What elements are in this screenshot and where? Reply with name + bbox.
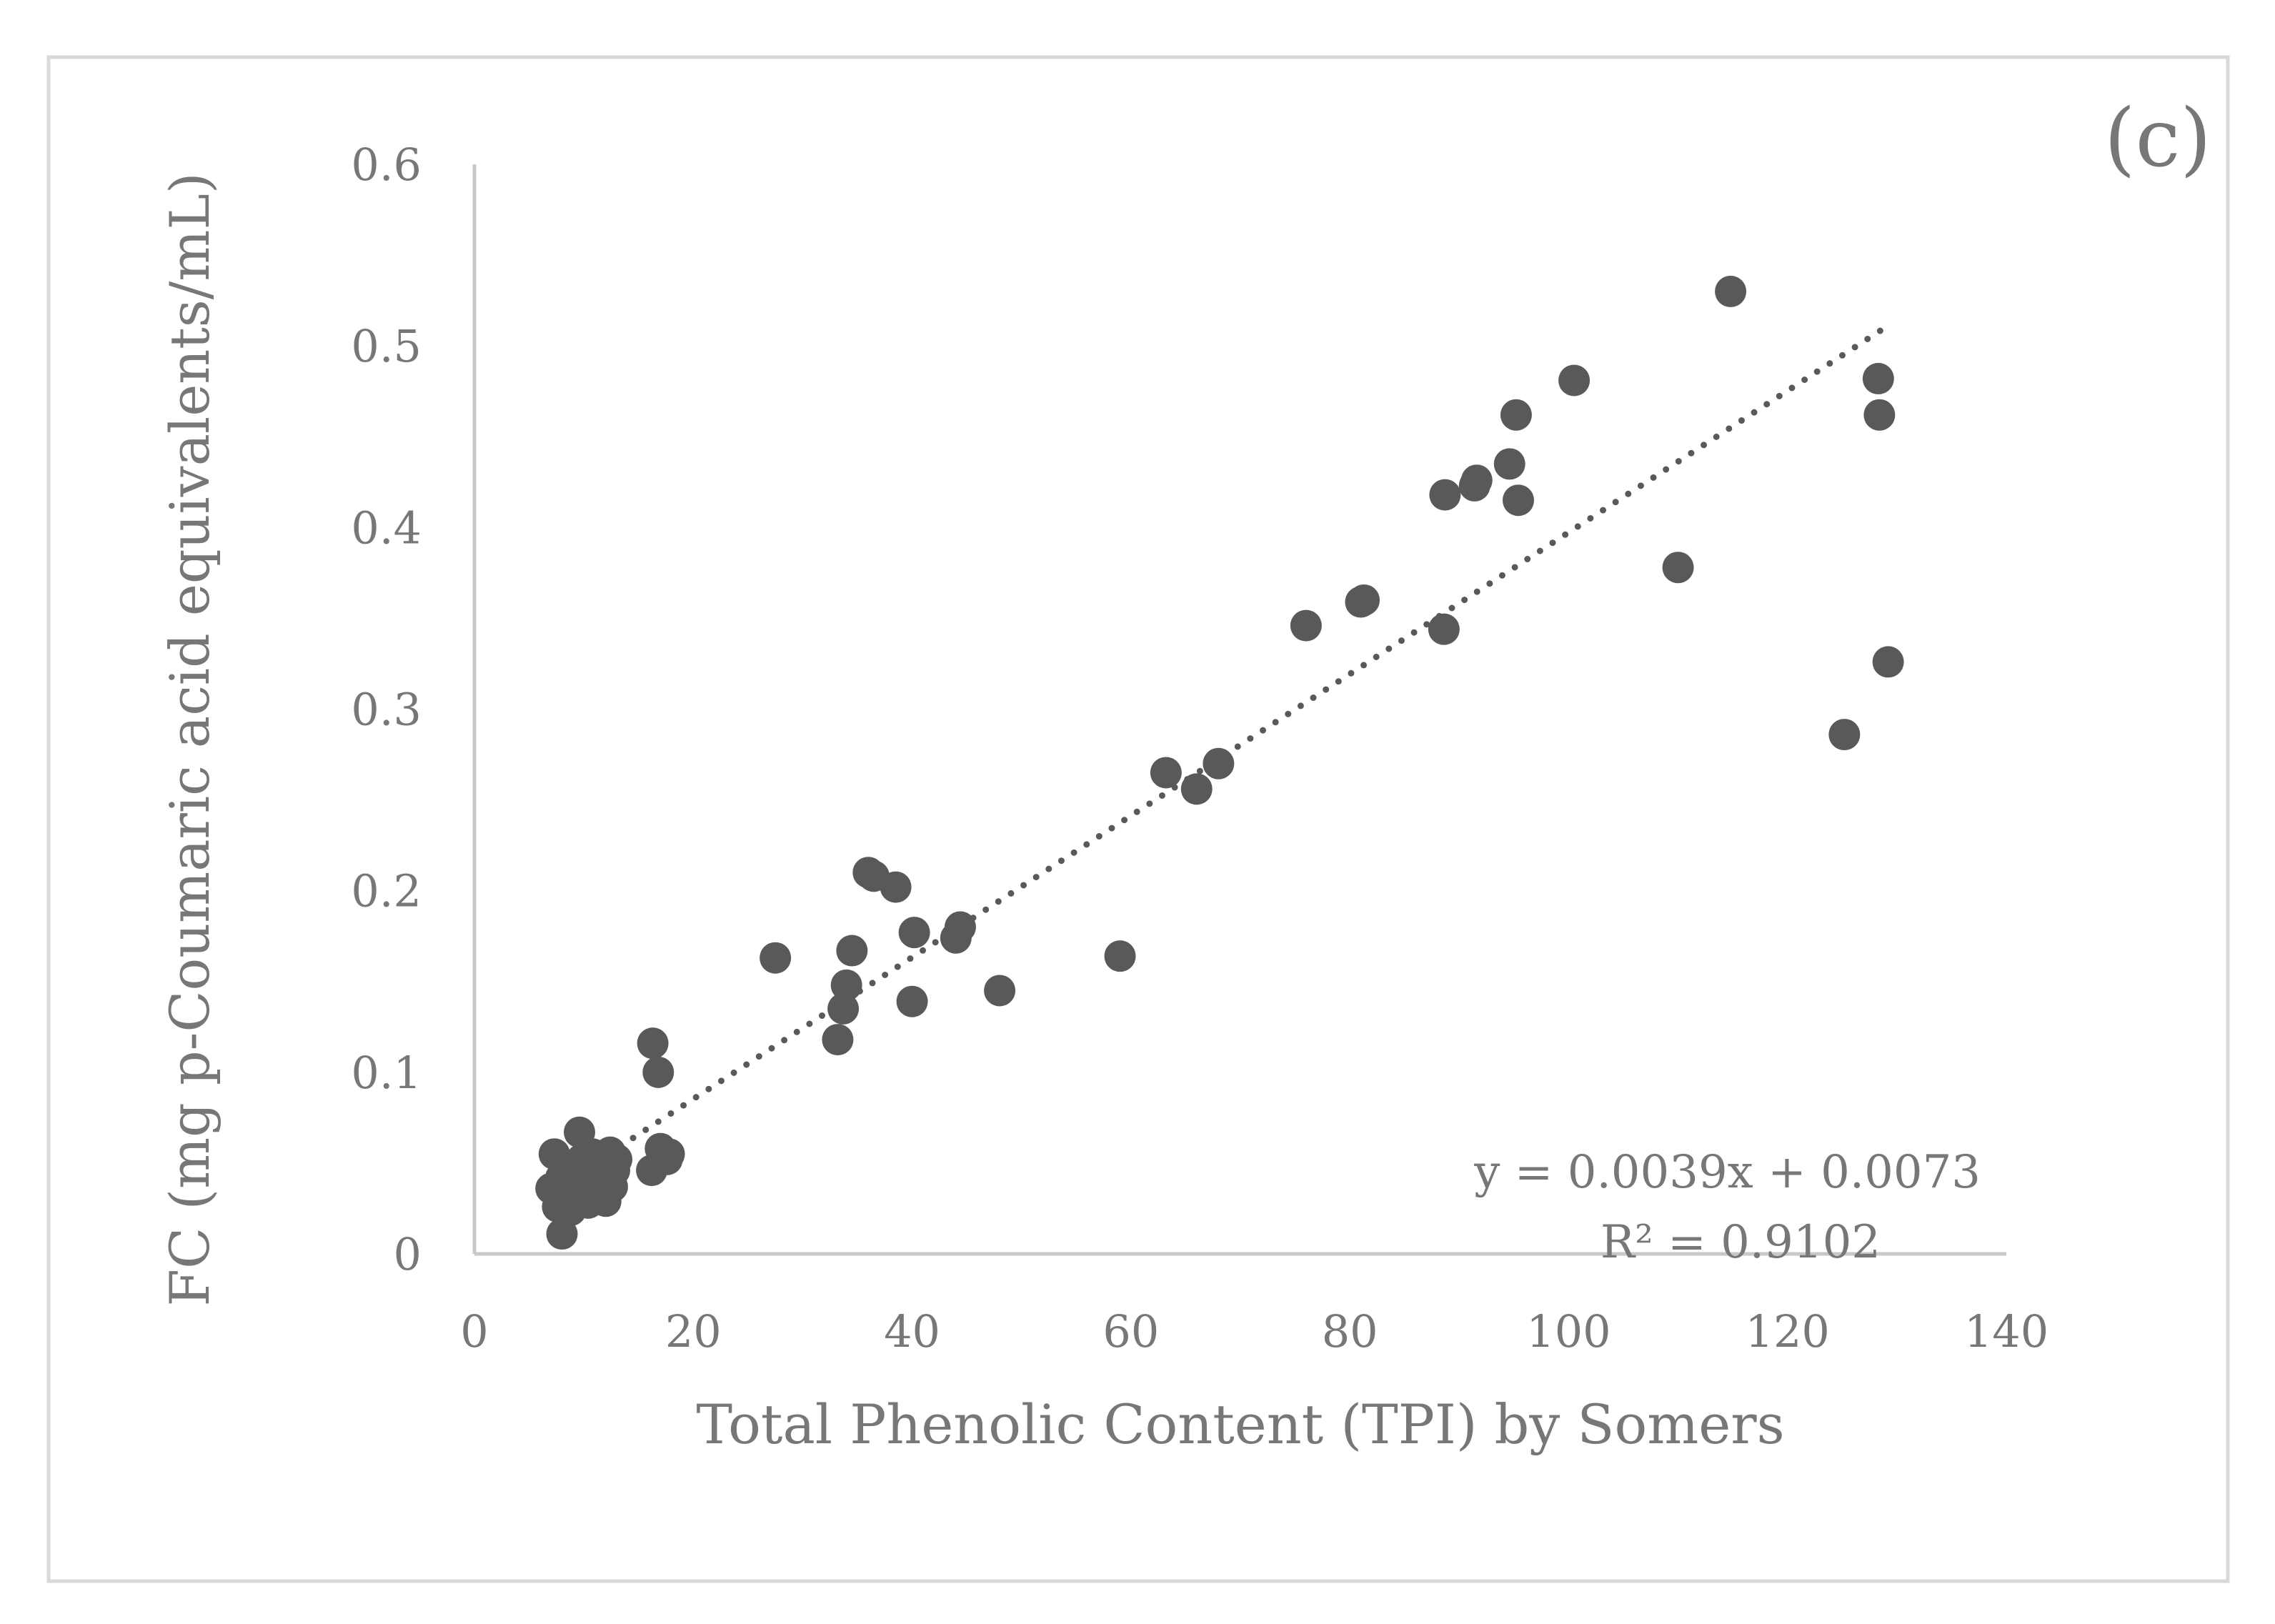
x-tick-label: 40 <box>884 1305 940 1358</box>
data-point <box>1872 646 1904 678</box>
data-point <box>1493 448 1525 480</box>
data-point <box>880 871 912 903</box>
data-point <box>601 1143 633 1175</box>
data-point <box>1662 552 1694 584</box>
data-point <box>830 969 862 1001</box>
y-axis-title: FC (mg p-Coumaric acid equivalents/mL) <box>158 172 221 1306</box>
y-tick-label: 0.5 <box>351 320 422 372</box>
data-point <box>1502 484 1534 517</box>
data-point <box>827 992 860 1025</box>
data-point <box>944 911 976 943</box>
y-tick-label: 0.6 <box>351 139 422 191</box>
y-tick-label: 0.4 <box>351 502 422 554</box>
y-tick-label: 0.2 <box>351 865 422 917</box>
data-point <box>1203 747 1235 779</box>
x-tick-label: 80 <box>1322 1305 1378 1358</box>
data-point <box>1348 584 1380 616</box>
data-point <box>1863 399 1896 431</box>
trendline-equation: y = 0.0039x + 0.0073 <box>1473 1146 1981 1199</box>
data-point <box>1180 773 1213 805</box>
data-point <box>896 985 928 1017</box>
chart-frame <box>46 55 2230 1583</box>
data-point <box>1290 609 1322 642</box>
data-point <box>1500 399 1532 431</box>
data-point <box>1104 940 1136 972</box>
x-tick-label: 20 <box>665 1305 722 1358</box>
x-tick-label: 100 <box>1526 1305 1611 1358</box>
trendline-r-squared: R² = 0.9102 <box>1601 1216 1881 1269</box>
data-points <box>535 275 1904 1250</box>
data-point <box>1558 364 1590 397</box>
x-tick-label: 120 <box>1746 1305 1830 1358</box>
x-tick-label: 60 <box>1102 1305 1159 1358</box>
x-axis-title: Total Phenolic Content (TPI) by Somers <box>696 1393 1784 1456</box>
data-point <box>836 935 868 967</box>
data-point <box>1862 362 1894 394</box>
y-tick-label: 0 <box>394 1228 422 1280</box>
data-point <box>1460 464 1493 497</box>
data-point <box>1429 479 1461 511</box>
trendline <box>629 320 1895 1142</box>
data-point <box>637 1027 669 1060</box>
y-tick-labels: 0 0.1 0.2 0.3 0.4 0.5 0.6 <box>351 139 422 1280</box>
x-tick-label: 0 <box>460 1305 488 1358</box>
data-point <box>1715 275 1747 307</box>
data-point <box>760 942 792 974</box>
panel-label: (c) <box>2104 92 2211 185</box>
y-tick-label: 0.1 <box>351 1047 422 1099</box>
y-tick-label: 0.3 <box>351 684 422 736</box>
data-point <box>822 1024 854 1056</box>
data-point <box>1428 613 1460 645</box>
data-point <box>1828 719 1861 751</box>
data-point <box>653 1138 685 1170</box>
data-point <box>1150 757 1182 789</box>
data-point <box>546 1218 578 1250</box>
x-tick-label: 140 <box>1964 1305 2049 1358</box>
data-point <box>984 975 1016 1007</box>
data-point <box>898 917 930 949</box>
x-tick-labels: 0 20 40 60 80 100 120 140 <box>460 1305 2049 1358</box>
data-point <box>642 1056 674 1088</box>
